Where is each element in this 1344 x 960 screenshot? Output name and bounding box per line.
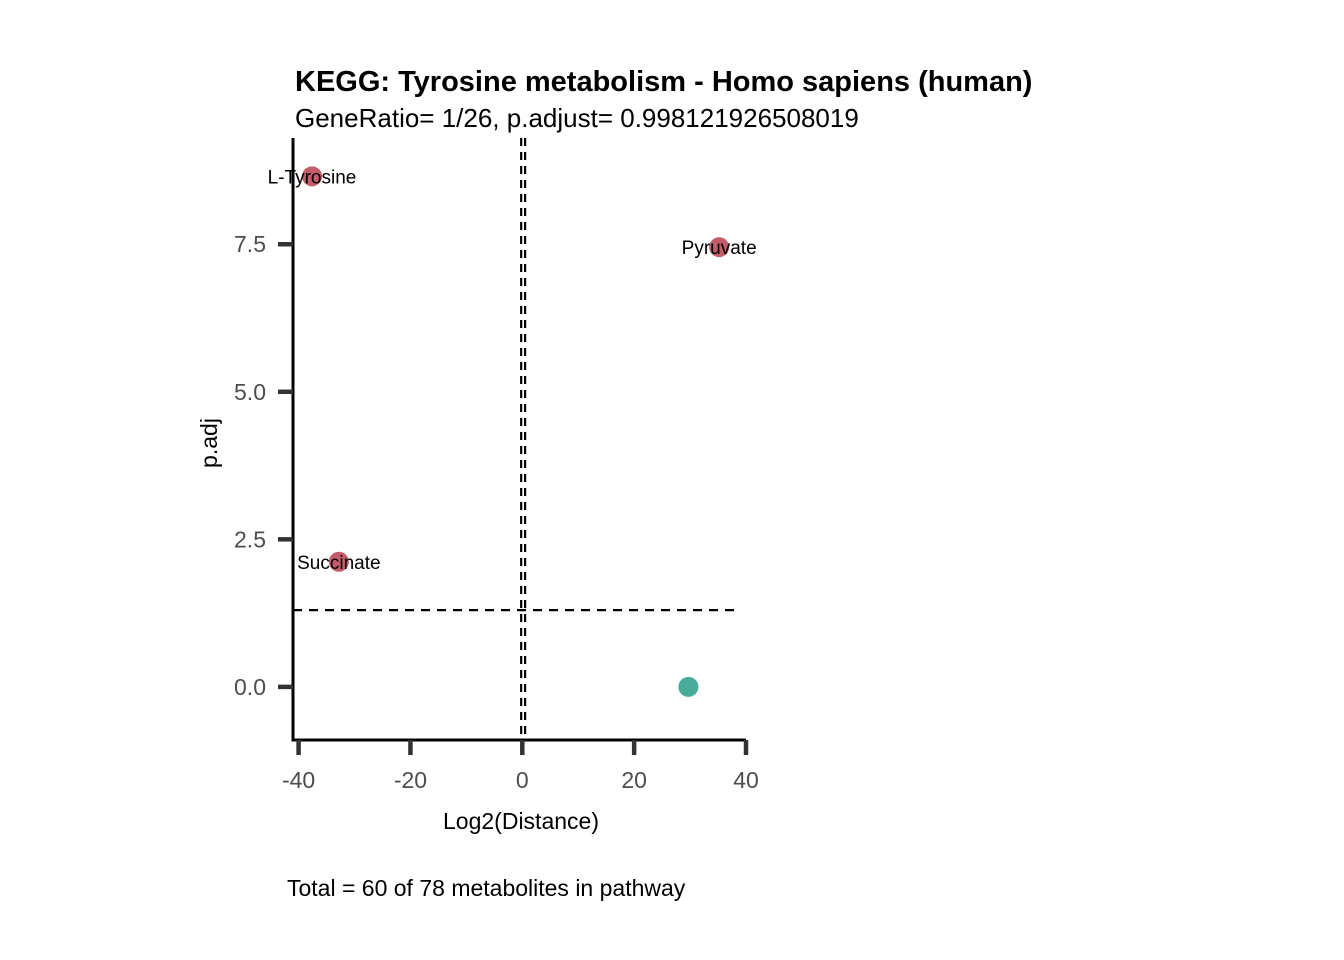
chart-caption: Total = 60 of 78 metabolites in pathway [287, 875, 686, 901]
chart-subtitle: GeneRatio= 1/26, p.adjust= 0.99812192650… [295, 103, 859, 133]
data-point-succinate [328, 551, 349, 572]
data-points [302, 166, 730, 697]
x-tick-label: 0 [516, 767, 529, 793]
y-axis-ticks: 0.0 2.5 5.0 7.5 [234, 231, 293, 700]
data-point-labels: L-Tyrosine Pyruvate Succinate [268, 167, 757, 573]
y-axis-title: p.adj [196, 418, 222, 468]
x-tick-label: -20 [394, 767, 427, 793]
axes [291, 138, 746, 742]
data-point-l-tyrosine [302, 166, 323, 187]
y-tick-label: 0.0 [234, 674, 266, 700]
point-label-pyruvate: Pyruvate [682, 238, 757, 259]
chart-title: KEGG: Tyrosine metabolism - Homo sapiens… [295, 66, 1032, 98]
data-point-pyruvate [709, 237, 730, 258]
x-axis-title: Log2(Distance) [443, 808, 599, 834]
x-tick-label: 40 [733, 767, 759, 793]
y-tick-label: 2.5 [234, 526, 266, 552]
x-tick-label: -40 [282, 767, 315, 793]
y-tick-label: 7.5 [234, 231, 266, 257]
reference-lines [293, 138, 738, 740]
point-label-l-tyrosine: L-Tyrosine [268, 167, 357, 188]
data-point-unlabeled-3 [678, 676, 699, 697]
x-axis-ticks: -40 -20 0 20 40 [282, 740, 759, 793]
point-label-succinate: Succinate [297, 553, 380, 574]
y-tick-label: 5.0 [234, 379, 266, 405]
x-tick-label: 20 [621, 767, 647, 793]
